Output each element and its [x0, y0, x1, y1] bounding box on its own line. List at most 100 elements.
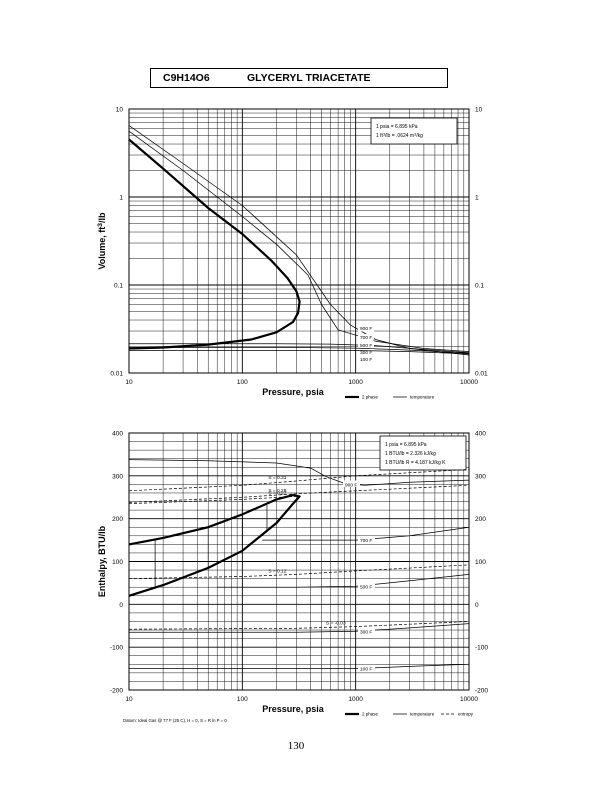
y-tick-label-left: 10: [116, 107, 124, 114]
x-tick-label: 10000: [460, 696, 478, 703]
x-tick-label: 10000: [460, 379, 478, 386]
temp-label-bg: [358, 536, 375, 543]
series-temperature-500F: [217, 574, 470, 588]
y-tick-label-right: -200: [475, 688, 488, 695]
conversion-text: 1 BTU/lb R = 4.187 kJ/kg K: [385, 460, 446, 466]
series-entropy-S029: [128, 484, 470, 503]
temp-label: 900 F: [345, 482, 357, 488]
temp-label-bg: [358, 582, 375, 589]
series-entropy-S027: [128, 496, 297, 505]
entropy-label: S = 0.12: [268, 568, 286, 574]
conversion-box: 1 psia = 6.895 kPa 1 BTU/lb = 2.326 kJ/kg…: [379, 435, 467, 471]
temp-label: 300 F: [360, 629, 372, 635]
y-tick-label-left: 0.1: [114, 283, 123, 290]
legend: 2 phase temperature: [345, 395, 435, 400]
compound-formula: C9H14O6: [163, 72, 210, 84]
temp-label: 500 F: [360, 584, 372, 590]
x-tick-label: 10: [125, 696, 133, 703]
series-temperature-100F: [129, 350, 470, 355]
plot-frame: [128, 108, 470, 374]
y-tick-label-right: 200: [475, 516, 486, 523]
y-tick-label-left: 200: [112, 516, 123, 523]
temp-label-bg: [358, 349, 374, 356]
y-axis-label: Volume, ft3/lb: [97, 212, 107, 270]
y-tick-label-right: 300: [475, 473, 486, 480]
y-tick-label-right: 100: [475, 559, 486, 566]
y-tick-label-right: 10: [475, 107, 483, 114]
entropy-label: S = 0.31: [268, 475, 286, 481]
temp-label: 100 F: [360, 357, 372, 363]
conversion-text: 1 psia = 6.895 kPa: [376, 124, 418, 130]
x-tick-label: 1000: [348, 379, 363, 386]
entropy-label: S = -0.03: [326, 621, 346, 627]
y-tick-label-left: 400: [112, 431, 123, 438]
x-axis-label: Pressure, psia: [262, 704, 325, 714]
y-tick-label-right: 0: [475, 602, 479, 609]
y-axis-label: Enthalpy, BTU/lb: [97, 525, 107, 597]
y-tick-label-right: 400: [475, 431, 486, 438]
x-tick-label: 1000: [348, 696, 363, 703]
x-tick-label: 100: [237, 379, 248, 386]
temp-label: 700 F: [360, 335, 372, 341]
x-axis-label: Pressure, psia: [262, 387, 325, 397]
y-tick-label-left: 100: [112, 559, 123, 566]
temp-label-bg: [358, 627, 375, 634]
legend-label: 2 phase: [362, 712, 379, 717]
conversion-text: 1 ft3/lb = .0624 m3/kg: [376, 132, 423, 139]
y-tick-label-left: 300: [112, 473, 123, 480]
conversion-box-frame: [379, 435, 467, 471]
series-temperature-900F: [128, 459, 470, 486]
legend-label: entropy: [458, 712, 474, 717]
temp-label: 500 F: [360, 343, 372, 349]
conversion-box-frame: [370, 117, 458, 145]
grid: [128, 432, 469, 691]
series-temperature-100F: [129, 663, 470, 669]
y-tick-label-right: 0.1: [475, 283, 484, 290]
temp-label-bg: [358, 334, 374, 341]
legend-label: temperature: [410, 712, 435, 717]
temp-label-bg: [358, 356, 374, 363]
series-entropy-S031: [128, 469, 470, 492]
y-tick-label-left: 1: [119, 195, 123, 202]
legend-label: temperature: [410, 395, 435, 400]
entropy-label: S = 0.27: [268, 490, 286, 496]
legend-label: 2 phase: [362, 395, 379, 400]
x-tick-label: 10: [125, 379, 133, 386]
y-tick-label-right: -100: [475, 645, 488, 652]
temp-label: 100 F: [360, 667, 372, 673]
series-temperature-300F: [129, 347, 470, 354]
temp-label-bg: [343, 480, 360, 487]
entropy-label: S = 0.29: [268, 488, 286, 494]
series-temperature-900F: [128, 125, 470, 356]
plot-frame: [128, 432, 470, 691]
grid: [128, 109, 469, 374]
series-temperature-700F: [262, 526, 470, 541]
y-tick-label-left: 0.01: [110, 371, 123, 378]
y-tick-label-right: 0.01: [475, 371, 488, 378]
series-entropy-S003: [128, 621, 470, 630]
page-number: 130: [287, 740, 305, 752]
series-2-phase: [128, 138, 301, 350]
compound-name: GLYCERYL TRIACETATE: [247, 72, 371, 84]
legend: 2 phase temperature entropy: [345, 712, 474, 717]
conversion-text: 1 psia = 6.895 kPa: [385, 442, 427, 448]
y-tick-label-right: 1: [475, 195, 479, 202]
y-tick-label-left: -100: [110, 645, 123, 652]
series-entropy-S012: [128, 564, 470, 579]
series-temperature-700F: [128, 130, 470, 352]
datum-footnote: Datum: Ideal Gas @ 77 F (25 C), H = 0, S…: [123, 718, 227, 723]
temp-label-bg: [358, 664, 375, 672]
conversion-box: 1 psia = 6.895 kPa 1 ft3/lb = .0624 m3/kg: [370, 117, 458, 145]
temp-label: 700 F: [360, 538, 372, 544]
temp-label: 300 F: [360, 350, 372, 356]
series-temperature-300F: [129, 623, 470, 633]
temp-label-bg: [358, 342, 374, 349]
y-tick-label-left: -200: [110, 688, 123, 695]
series-temperature-500F: [129, 343, 470, 354]
chart-title-box: C9H14O6 GLYCERYL TRIACETATE: [150, 68, 448, 88]
conversion-text: 1 BTU/lb = 2.326 kJ/kg: [385, 451, 436, 457]
x-tick-label: 100: [237, 696, 248, 703]
